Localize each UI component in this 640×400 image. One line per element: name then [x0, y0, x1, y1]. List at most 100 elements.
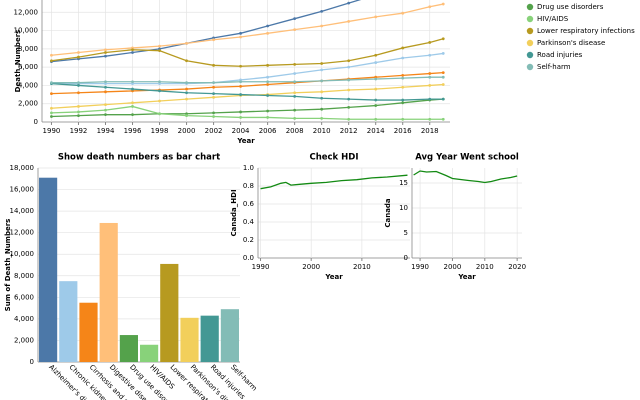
point	[374, 61, 378, 64]
bar	[200, 315, 219, 362]
point	[50, 81, 53, 85]
point	[441, 75, 445, 79]
point	[320, 79, 324, 83]
line	[51, 98, 444, 118]
y-tick-label: 15	[399, 179, 408, 187]
point	[104, 90, 107, 94]
line	[413, 170, 518, 184]
point	[158, 80, 161, 84]
point	[239, 116, 242, 119]
bar	[99, 222, 118, 362]
point	[50, 92, 53, 96]
y-tick-label: 18,000	[10, 164, 35, 172]
point	[401, 56, 405, 60]
x-tick-label: 2002	[205, 127, 223, 135]
point	[347, 65, 351, 69]
point	[266, 24, 270, 28]
line	[51, 71, 444, 95]
legend-label: Lower respiratory infections	[537, 27, 635, 35]
point	[293, 95, 297, 98]
point	[131, 105, 134, 108]
point	[185, 91, 188, 95]
legend-label: Drug use disorders	[537, 3, 604, 11]
point	[347, 117, 351, 121]
point	[131, 51, 134, 54]
point	[212, 85, 215, 89]
point	[104, 113, 107, 117]
point	[50, 111, 53, 115]
x-tick-label: 2010	[476, 263, 494, 271]
line	[51, 52, 444, 85]
point	[293, 80, 297, 84]
point	[401, 101, 405, 105]
point	[320, 90, 324, 94]
point	[131, 48, 134, 52]
y-tick-label: 2,000	[14, 336, 34, 344]
point	[320, 116, 324, 120]
point	[212, 95, 215, 99]
point	[104, 108, 107, 112]
point	[293, 91, 297, 95]
y-tick-label: 12,000	[10, 229, 35, 237]
point	[266, 109, 270, 113]
y-tick-label: 0	[34, 118, 38, 126]
y-tick-label: 8,000	[14, 272, 34, 280]
chart: Check HDI 0.0 0.2 0.4 0.6 0.8 1.0 Canada_HDI 199…	[230, 153, 410, 281]
point	[374, 98, 378, 102]
point	[293, 116, 297, 120]
bar	[59, 281, 78, 362]
point	[428, 72, 432, 75]
point	[77, 105, 80, 108]
point	[158, 89, 161, 93]
point	[320, 62, 324, 65]
bar	[140, 344, 159, 362]
point	[347, 20, 351, 23]
y-axis-label: Sum of Death_Numbers	[4, 219, 12, 312]
legend-label: HIV/AIDS	[537, 15, 569, 23]
point	[131, 80, 134, 84]
point	[185, 81, 188, 85]
bar	[180, 317, 199, 362]
point	[131, 87, 134, 91]
point	[104, 80, 107, 84]
point	[131, 113, 134, 117]
point	[212, 111, 215, 115]
point	[77, 91, 80, 95]
point	[320, 68, 324, 72]
point	[347, 78, 351, 82]
point	[77, 81, 80, 85]
legend-swatch	[526, 27, 534, 35]
point	[441, 71, 445, 75]
point	[374, 77, 378, 81]
point	[374, 87, 378, 91]
point	[77, 84, 80, 87]
point	[185, 114, 188, 117]
point	[401, 117, 405, 121]
x-tick-label: 2010	[313, 127, 331, 135]
point	[428, 117, 432, 121]
x-tick-label: 2000	[444, 263, 462, 271]
point	[212, 81, 215, 85]
x-axis-label: Year	[236, 137, 255, 145]
y-tick-label: 0.0	[243, 254, 254, 262]
point	[401, 73, 405, 77]
point	[441, 97, 445, 101]
point	[77, 51, 80, 54]
x-tick-label: 1994	[97, 127, 115, 135]
point	[428, 97, 432, 101]
point	[239, 93, 242, 96]
x-tick-label: 2012	[340, 127, 358, 135]
point	[374, 117, 378, 121]
x-tick-label: 2004	[232, 127, 250, 135]
x-tick-label: 2014	[367, 127, 385, 135]
chart-title: Avg Year Went school	[415, 153, 519, 163]
point	[266, 83, 270, 86]
point	[374, 15, 378, 19]
point	[158, 49, 161, 53]
point	[428, 84, 432, 87]
chart-title: Check HDI	[309, 153, 358, 163]
point	[77, 110, 80, 114]
point	[158, 99, 161, 103]
legend-swatch	[526, 39, 534, 47]
